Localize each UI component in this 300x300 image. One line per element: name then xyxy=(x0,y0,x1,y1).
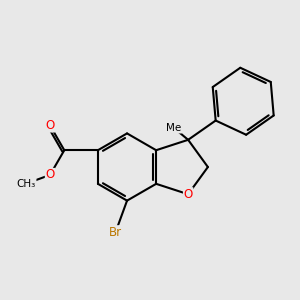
Text: Me: Me xyxy=(166,123,182,133)
Text: O: O xyxy=(184,188,193,201)
Text: Br: Br xyxy=(109,226,122,239)
Text: CH₃: CH₃ xyxy=(17,178,36,189)
Text: O: O xyxy=(45,119,55,132)
Text: O: O xyxy=(45,169,55,182)
